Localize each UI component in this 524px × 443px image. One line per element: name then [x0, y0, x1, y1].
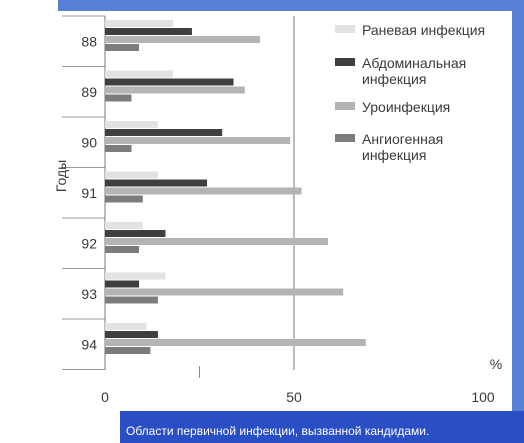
category-label: 92	[81, 235, 97, 251]
x-tick-label: 0	[101, 389, 109, 405]
bars-layer	[105, 20, 366, 354]
legend-label: Ангиогенная инфекция	[362, 131, 443, 163]
bar-93-series-3	[105, 288, 344, 296]
category-label: 88	[81, 33, 97, 49]
bar-89-series-1	[105, 70, 174, 78]
caption-bar: Области первичной инфекции, вызванной ка…	[120, 411, 524, 443]
bar-92-series-1	[105, 222, 143, 229]
bar-89-series-4	[105, 94, 132, 102]
legend: Раневая инфекция Абдоминальная инфекция Уро…	[335, 22, 485, 163]
bar-94-series-2	[105, 331, 158, 338]
bar-90-series-2	[105, 129, 223, 136]
bar-91-series-1	[105, 171, 158, 179]
category-label: 93	[81, 286, 97, 302]
legend-label: Уроинфекция	[362, 99, 450, 115]
bar-88-series-2	[105, 28, 192, 35]
bar-93-series-1	[105, 272, 166, 280]
bar-89-series-3	[105, 86, 245, 94]
bar-91-series-3	[105, 187, 302, 195]
bar-94-series-4	[105, 347, 151, 354]
category-label: 90	[81, 134, 97, 150]
legend-swatch	[335, 58, 355, 66]
bar-90-series-3	[105, 137, 291, 144]
bar-93-series-2	[105, 280, 140, 288]
bar-88-series-4	[105, 44, 140, 51]
y-axis-label: Годы	[53, 160, 69, 192]
bar-91-series-4	[105, 195, 143, 203]
legend-swatch	[335, 134, 355, 142]
bar-94-series-3	[105, 339, 366, 346]
legend-label: Абдоминальная инфекция	[362, 55, 466, 87]
category-label: 89	[81, 84, 97, 100]
top-band	[58, 0, 524, 11]
bar-91-series-2	[105, 179, 208, 187]
bar-89-series-2	[105, 78, 234, 86]
bar-92-series-4	[105, 246, 140, 253]
legend-label: Раневая инфекция	[362, 22, 485, 38]
legend-swatch	[335, 25, 355, 33]
bar-92-series-3	[105, 238, 329, 245]
bar-90-series-4	[105, 145, 132, 152]
bar-94-series-1	[105, 323, 147, 330]
caption-text: Области первичной инфекции, вызванной ка…	[126, 424, 430, 438]
x-tick-label: 100	[471, 389, 495, 405]
labels-layer: 88 89 90 91 92 93 94 0 50 100% Годы	[53, 33, 502, 405]
category-label: 94	[81, 336, 97, 352]
bar-88-series-1	[105, 20, 174, 27]
x-unit-label: %	[490, 356, 502, 372]
bar-92-series-2	[105, 230, 166, 237]
bar-88-series-3	[105, 36, 260, 43]
bar-90-series-1	[105, 121, 158, 128]
right-band	[512, 0, 524, 443]
bar-93-series-4	[105, 296, 158, 304]
category-label: 91	[81, 185, 97, 201]
legend-swatch	[335, 102, 355, 110]
x-tick-label: 50	[286, 389, 302, 405]
